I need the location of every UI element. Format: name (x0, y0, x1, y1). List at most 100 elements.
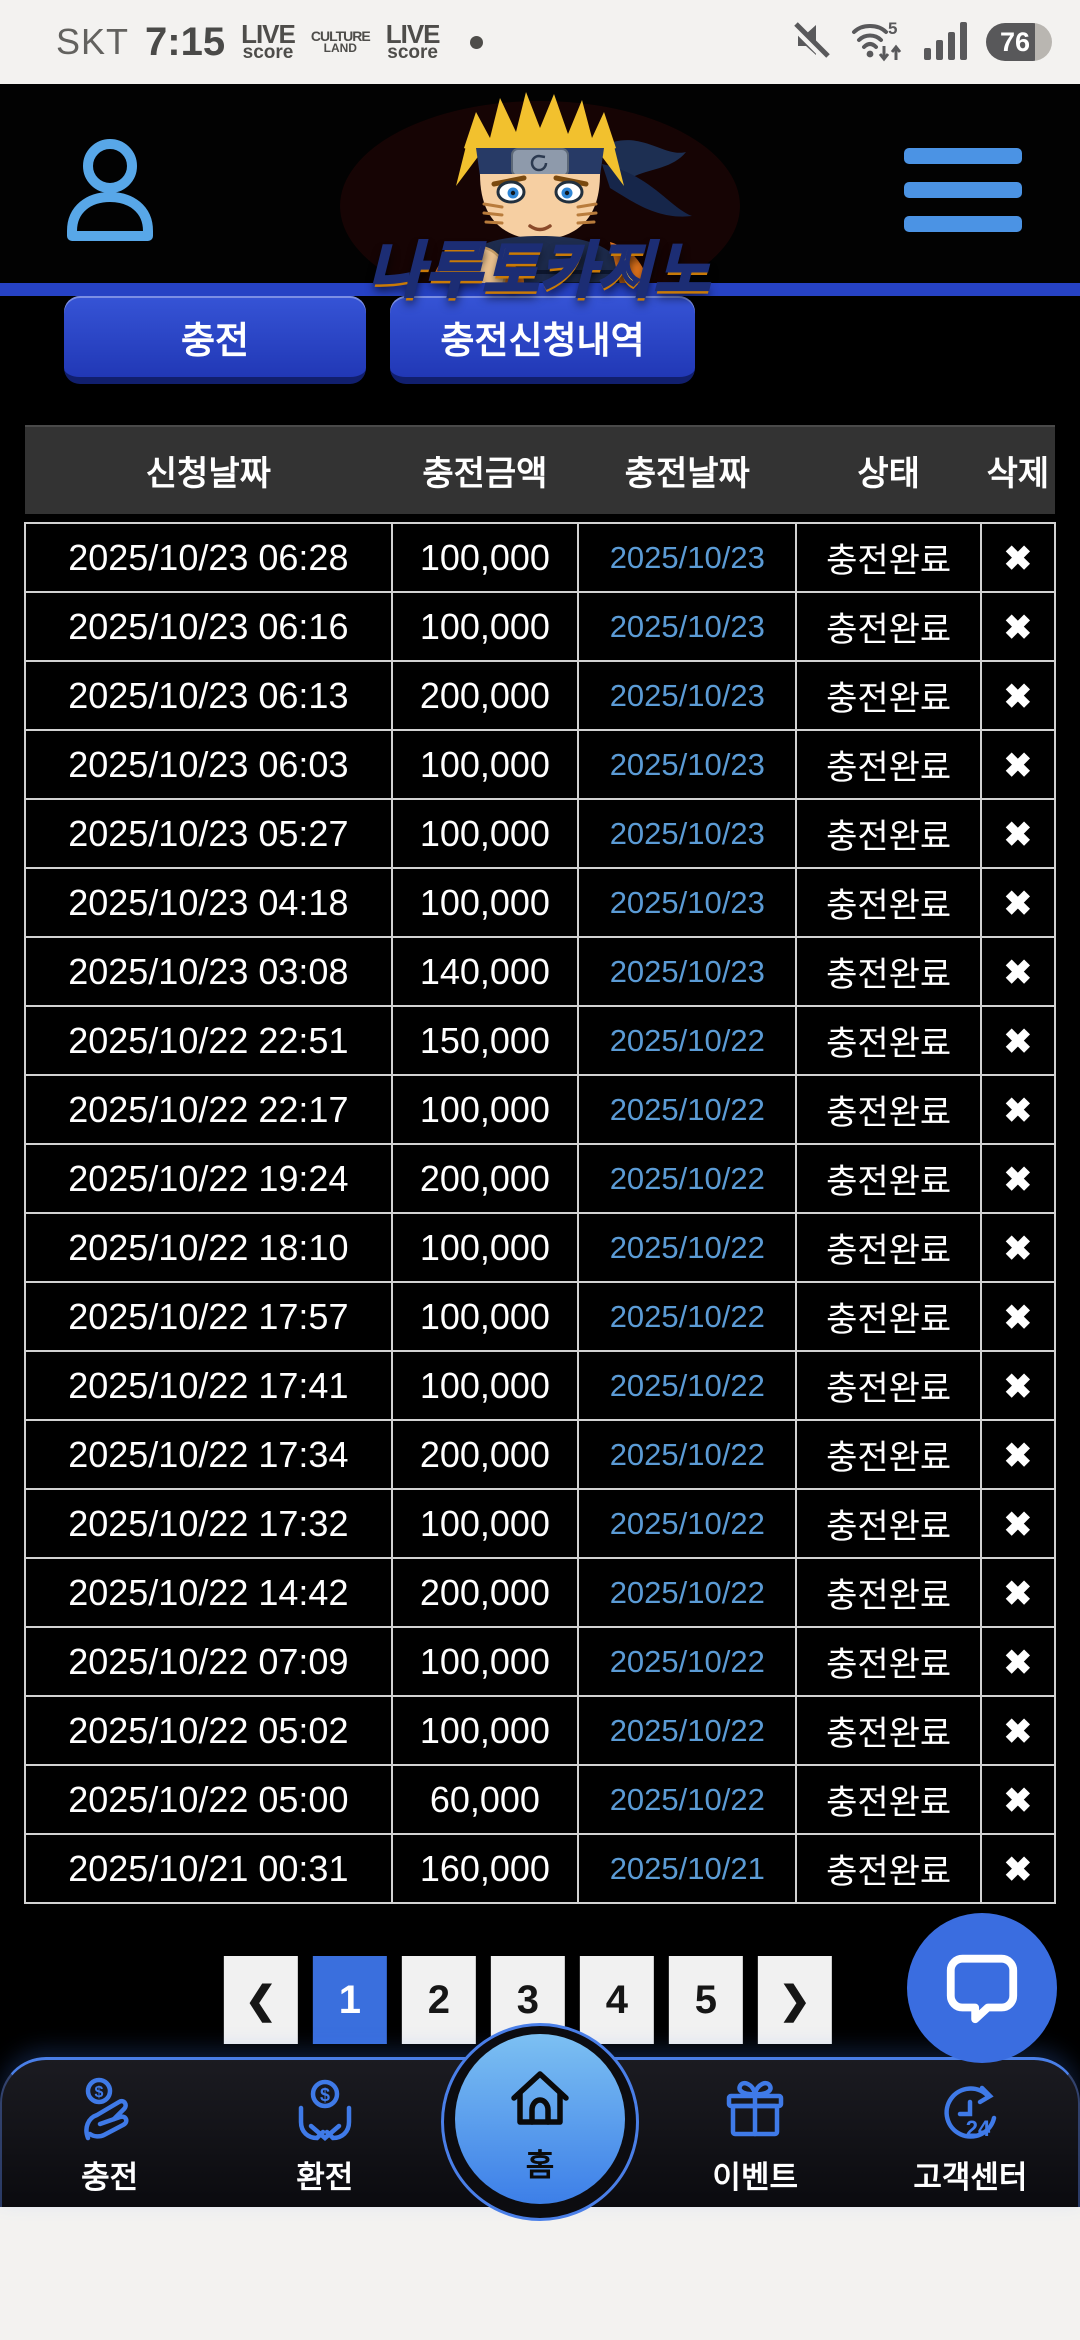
request-date-cell: 2025/10/23 05:27 (24, 798, 393, 869)
nav-item-exchange[interactable]: $ 환전 (217, 2060, 432, 2207)
amount-cell: 160,000 (390, 1833, 580, 1904)
charge-date-link[interactable]: 2025/10/22 (577, 1626, 798, 1697)
charge-date-link[interactable]: 2025/10/22 (577, 1143, 798, 1214)
charge-date-link[interactable]: 2025/10/23 (577, 936, 798, 1007)
delete-button[interactable]: ✖ (1003, 1298, 1033, 1337)
charge-date-link[interactable]: 2025/10/22 (577, 1695, 798, 1766)
delete-button[interactable]: ✖ (1003, 1574, 1033, 1613)
delete-button[interactable]: ✖ (1003, 1160, 1033, 1199)
table-row: 2025/10/23 04:18 100,000 2025/10/23 충전완료… (24, 867, 1057, 938)
charge-date-link[interactable]: 2025/10/22 (577, 1488, 798, 1559)
nav-label-exchange: 환전 (296, 2160, 354, 2195)
status-cell: 충전완료 (795, 660, 982, 731)
pagination-page-button[interactable]: 1 (312, 1956, 387, 2044)
delete-cell: ✖ (979, 936, 1057, 1007)
delete-button[interactable]: ✖ (1003, 539, 1033, 578)
pagination-page-button[interactable]: 4 (579, 1956, 654, 2044)
hamburger-bar-icon (904, 182, 1022, 198)
delete-button[interactable]: ✖ (1003, 1712, 1033, 1751)
charge-date-link[interactable]: 2025/10/22 (577, 1281, 798, 1352)
nav-item-deposit[interactable]: $ 충전 (2, 2060, 217, 2207)
charge-date-link[interactable]: 2025/10/22 (577, 1212, 798, 1283)
nav-item-home[interactable]: 홈 (455, 2034, 625, 2204)
table-row: 2025/10/21 00:31 160,000 2025/10/21 충전완료… (24, 1833, 1057, 1904)
delete-button[interactable]: ✖ (1003, 746, 1033, 785)
delete-button[interactable]: ✖ (1003, 1022, 1033, 1061)
site-logo-text[interactable]: 나루토카지노 (367, 236, 712, 306)
request-date-cell: 2025/10/22 22:51 (24, 1005, 393, 1076)
delete-button[interactable]: ✖ (1003, 815, 1033, 854)
amount-cell: 100,000 (390, 1074, 580, 1145)
table-row: 2025/10/22 17:57 100,000 2025/10/22 충전완료… (24, 1281, 1057, 1352)
delete-button[interactable]: ✖ (1003, 608, 1033, 647)
delete-button[interactable]: ✖ (1003, 1505, 1033, 1544)
column-request-date: 신청날짜 (25, 425, 392, 514)
nav-label-deposit: 충전 (81, 2160, 139, 2195)
amount-cell: 60,000 (390, 1764, 580, 1835)
deposit-history-button[interactable]: 충전신청내역 (390, 296, 695, 384)
charge-date-link[interactable]: 2025/10/22 (577, 1350, 798, 1421)
deposit-button[interactable]: 충전 (64, 296, 366, 384)
delete-button[interactable]: ✖ (1003, 1781, 1033, 1820)
hamburger-bar-icon (904, 216, 1022, 232)
status-cell: 충전완료 (795, 798, 982, 869)
charge-date-link[interactable]: 2025/10/22 (577, 1764, 798, 1835)
android-gesture-bar (0, 2207, 1080, 2340)
charge-date-link[interactable]: 2025/10/23 (577, 660, 798, 731)
request-date-cell: 2025/10/23 03:08 (24, 936, 393, 1007)
live-chat-button[interactable] (907, 1913, 1057, 2063)
delete-button[interactable]: ✖ (1003, 1367, 1033, 1406)
table-row: 2025/10/22 17:32 100,000 2025/10/22 충전완료… (24, 1488, 1057, 1559)
delete-button[interactable]: ✖ (1003, 677, 1033, 716)
column-status: 상태 (796, 425, 981, 514)
delete-button[interactable]: ✖ (1003, 1643, 1033, 1682)
cultureland-notification-icon: CULTURE LAND (310, 27, 371, 55)
delete-button[interactable]: ✖ (1003, 1229, 1033, 1268)
table-row: 2025/10/22 22:51 150,000 2025/10/22 충전완료… (24, 1005, 1057, 1076)
amount-cell: 100,000 (390, 591, 580, 662)
charge-date-link[interactable]: 2025/10/22 (577, 1074, 798, 1145)
hamburger-menu-button[interactable] (904, 148, 1022, 232)
pagination-page-button[interactable]: 5 (668, 1956, 743, 2044)
naruto-logo-image (330, 86, 750, 290)
charge-date-link[interactable]: 2025/10/23 (577, 798, 798, 869)
nav-item-event[interactable]: 이벤트 (648, 2060, 863, 2207)
delete-cell: ✖ (979, 1695, 1057, 1766)
charge-date-link[interactable]: 2025/10/23 (577, 591, 798, 662)
profile-button[interactable] (62, 134, 158, 244)
charge-date-link[interactable]: 2025/10/21 (577, 1833, 798, 1904)
table-row: 2025/10/22 19:24 200,000 2025/10/22 충전완료… (24, 1143, 1057, 1214)
table-row: 2025/10/22 07:09 100,000 2025/10/22 충전완료… (24, 1626, 1057, 1697)
charge-date-link[interactable]: 2025/10/22 (577, 1419, 798, 1490)
charge-date-link[interactable]: 2025/10/22 (577, 1005, 798, 1076)
delete-cell: ✖ (979, 1833, 1057, 1904)
delete-button[interactable]: ✖ (1003, 953, 1033, 992)
table-row: 2025/10/22 14:42 200,000 2025/10/22 충전완료… (24, 1557, 1057, 1628)
delete-cell: ✖ (979, 1074, 1057, 1145)
wifi-5-label: 5 (888, 19, 897, 38)
status-cell: 충전완료 (795, 1350, 982, 1421)
status-cell: 충전완료 (795, 867, 982, 938)
status-cell: 충전완료 (795, 1212, 982, 1283)
charge-date-link[interactable]: 2025/10/22 (577, 1557, 798, 1628)
request-date-cell: 2025/10/23 06:28 (24, 522, 393, 593)
delete-button[interactable]: ✖ (1003, 1436, 1033, 1475)
request-date-cell: 2025/10/23 06:13 (24, 660, 393, 731)
status-cell: 충전완료 (795, 1764, 982, 1835)
deposit-history-table: 신청날짜 충전금액 충전날짜 상태 삭제 2025/10/23 06:28 10… (24, 425, 1057, 1904)
delete-cell: ✖ (979, 1764, 1057, 1835)
pagination-next-button[interactable]: ❯ (757, 1956, 832, 2044)
delete-button[interactable]: ✖ (1003, 1091, 1033, 1130)
status-cell: 충전완료 (795, 936, 982, 1007)
charge-date-link[interactable]: 2025/10/23 (577, 867, 798, 938)
charge-date-link[interactable]: 2025/10/23 (577, 522, 798, 593)
delete-button[interactable]: ✖ (1003, 884, 1033, 923)
delete-button[interactable]: ✖ (1003, 1850, 1033, 1889)
nav-item-support[interactable]: 24 고객센터 (863, 2060, 1078, 2207)
table-row: 2025/10/23 06:03 100,000 2025/10/23 충전완료… (24, 729, 1057, 800)
charge-date-link[interactable]: 2025/10/23 (577, 729, 798, 800)
pagination-page-button[interactable]: 2 (401, 1956, 476, 2044)
pagination-prev-button[interactable]: ❮ (223, 1956, 298, 2044)
status-cell: 충전완료 (795, 1143, 982, 1214)
notification-dot-icon (469, 35, 483, 49)
